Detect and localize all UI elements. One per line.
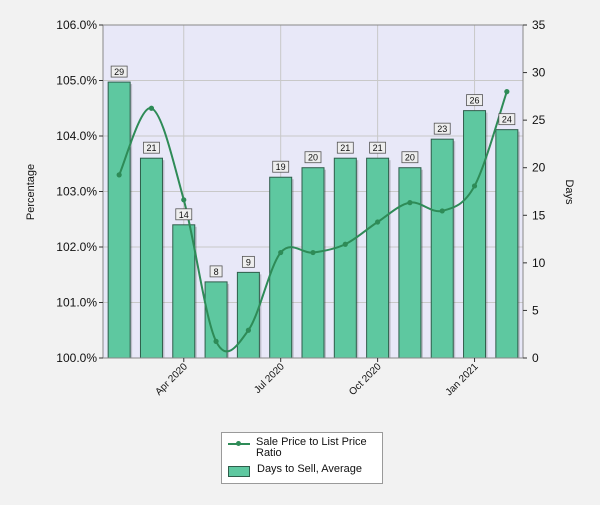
- ratio-point: [310, 249, 316, 256]
- ratio-point: [116, 172, 122, 178]
- bar: [495, 129, 519, 359]
- bar-label-box: [433, 122, 451, 135]
- x-tick-label: Jul 2020: [252, 361, 287, 396]
- bars: [107, 81, 520, 359]
- bar-label-box: [466, 94, 483, 107]
- y-tick-label: 106.0%: [56, 18, 97, 32]
- ratio-point: [439, 208, 445, 214]
- y-axis-label: Percentage: [25, 164, 37, 220]
- ratio-point: [148, 105, 155, 111]
- bar-label-text: 23: [437, 124, 447, 134]
- y-tick-label: 105.0%: [56, 74, 97, 88]
- bar-label-box: [369, 141, 387, 154]
- bar: [333, 157, 357, 359]
- bar: [172, 224, 196, 359]
- y2-tick-label: 35: [532, 18, 546, 32]
- legend: Sale Price to List Price Ratio Days to S…: [221, 432, 383, 484]
- bar-label: 21: [143, 141, 160, 154]
- bar-label-box: [143, 141, 160, 154]
- bar-label: 21: [369, 141, 387, 154]
- legend-item-days: Days to Sell, Average: [228, 464, 377, 477]
- ratio-point: [213, 338, 219, 344]
- ratio-point: [471, 183, 478, 189]
- x-tick-label: Jan 2021: [444, 361, 481, 398]
- bar-label-text: 26: [470, 96, 480, 106]
- ratio-point: [278, 249, 284, 256]
- bar: [430, 138, 454, 359]
- bar-label-text: 20: [405, 153, 415, 163]
- bar-label: 8: [209, 265, 223, 278]
- legend-label-ratio: Sale Price to List Price Ratio: [256, 436, 367, 459]
- bar-label: 19: [272, 160, 290, 173]
- bar-label: 26: [466, 94, 483, 107]
- bar-label-box: [241, 255, 255, 268]
- ratio-point: [181, 197, 187, 203]
- bar-label-box: [110, 65, 128, 78]
- y2-tick-label: 25: [532, 113, 546, 127]
- y2-tick-label: 5: [532, 303, 539, 317]
- bar-label-box: [498, 113, 516, 126]
- bar: [139, 157, 163, 359]
- bar: [301, 167, 325, 359]
- y2-tick-label: 10: [532, 256, 546, 270]
- bar-label-text: 24: [502, 115, 512, 125]
- y-tick-label: 100.0%: [56, 351, 97, 365]
- legend-bar-swatch: [228, 466, 250, 477]
- bar-label: 14: [175, 208, 193, 221]
- y-tick-label: 103.0%: [56, 185, 97, 199]
- legend-label-days: Days to Sell, Average: [257, 463, 362, 475]
- bar-label-text: 21: [146, 143, 156, 153]
- bar-label-text: 21: [340, 143, 350, 153]
- y-tick-label: 104.0%: [56, 129, 97, 143]
- bar-label-text: 14: [179, 210, 189, 220]
- bar-label: 9: [241, 255, 255, 268]
- x-tick-label: Apr 2020: [153, 361, 190, 398]
- y-tick-label: 102.0%: [56, 240, 97, 254]
- bar: [398, 167, 422, 359]
- bar-label-text: 21: [373, 143, 383, 153]
- legend-line-swatch: [228, 439, 250, 449]
- bar-label: 23: [433, 122, 451, 135]
- bar-label: 29: [110, 65, 128, 78]
- ratio-point: [375, 219, 381, 225]
- bar-label-box: [304, 151, 322, 164]
- bar-label-text: 20: [308, 153, 318, 163]
- ratio-point: [245, 327, 251, 333]
- bar-label-box: [401, 151, 419, 164]
- ratio-point: [504, 89, 510, 95]
- bar-label-box: [209, 265, 223, 278]
- y2-tick-label: 15: [532, 208, 546, 222]
- bar-label: 20: [304, 151, 322, 164]
- y2-tick-label: 20: [532, 161, 546, 175]
- bar-label: 21: [336, 141, 354, 154]
- bar-label-text: 19: [276, 162, 286, 172]
- y-tick-label: 101.0%: [56, 296, 97, 310]
- line-series: [116, 89, 510, 353]
- bar-label-box: [336, 141, 354, 154]
- y2-axis-label: Days: [563, 179, 575, 205]
- bar-label-text: 8: [214, 267, 219, 277]
- bar: [463, 110, 487, 359]
- bar-label-text: 9: [246, 257, 251, 267]
- bar-label-text: 29: [114, 67, 124, 77]
- bar-label-box: [272, 160, 290, 173]
- bar-label: 20: [401, 151, 419, 164]
- legend-item-ratio: Sale Price to List Price Ratio: [228, 437, 376, 459]
- bar-labels: 29 21 14 8 9 19 20 21 21 20 23 26 24: [110, 65, 516, 278]
- bar: [366, 157, 390, 359]
- y2-tick-label: 30: [532, 66, 546, 80]
- bar-label-box: [175, 208, 193, 221]
- bar: [107, 81, 131, 359]
- bar-label: 24: [498, 113, 516, 126]
- x-tick-label: Oct 2020: [347, 361, 384, 398]
- ratio-point: [407, 200, 413, 206]
- ratio-point: [342, 241, 348, 247]
- y2-tick-label: 0: [532, 351, 539, 365]
